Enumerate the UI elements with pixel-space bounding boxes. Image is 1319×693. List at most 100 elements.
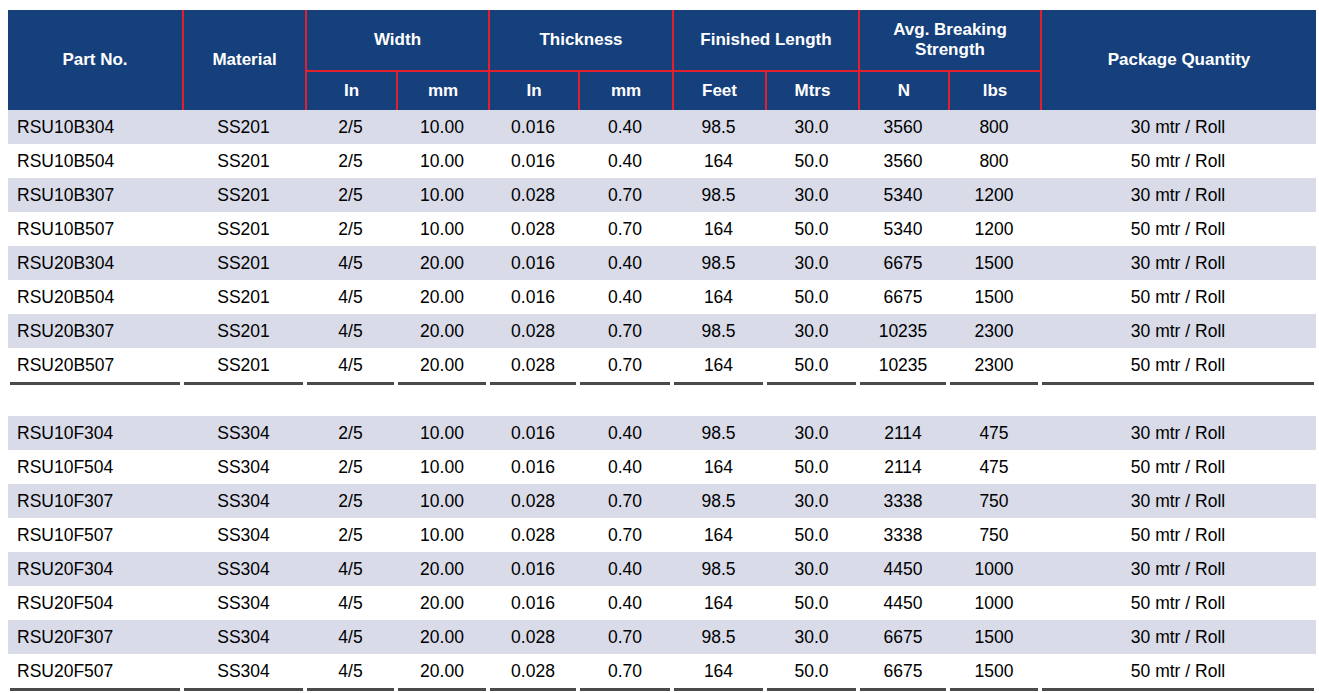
cell-part-no: RSU10B504 xyxy=(8,144,182,178)
cell-thickness-mm: 0.40 xyxy=(578,280,672,314)
column-group-avg-breaking-strength: Avg. Breaking Strength xyxy=(858,10,1040,72)
cell-width-in: 4/5 xyxy=(305,620,396,654)
cell-strength-lbs: 1200 xyxy=(948,178,1040,212)
cell-package-quantity: 30 mtr / Roll xyxy=(1040,110,1316,144)
cell-width-mm: 20.00 xyxy=(396,280,488,314)
cell-width-in: 4/5 xyxy=(305,348,396,382)
cell-width-mm: 10.00 xyxy=(396,212,488,246)
cell-width-mm: 20.00 xyxy=(396,348,488,382)
cell-length-feet: 98.5 xyxy=(672,246,765,280)
cell-strength-lbs: 1500 xyxy=(948,620,1040,654)
cell-part-no: RSU20F307 xyxy=(8,620,182,654)
cell-thickness-in: 0.028 xyxy=(488,620,578,654)
column-header-thickness-mm: mm xyxy=(578,72,672,110)
group-divider xyxy=(8,382,1316,416)
divider-segment xyxy=(767,382,856,416)
cell-strength-lbs: 475 xyxy=(948,450,1040,484)
cell-length-feet: 164 xyxy=(672,654,765,688)
cell-width-in: 2/5 xyxy=(305,178,396,212)
column-group-width: Width xyxy=(305,10,488,72)
cell-width-mm: 10.00 xyxy=(396,484,488,518)
cell-strength-n: 10235 xyxy=(858,314,948,348)
cell-width-in: 4/5 xyxy=(305,246,396,280)
cell-thickness-mm: 0.40 xyxy=(578,552,672,586)
divider-segment xyxy=(184,382,303,416)
cell-strength-n: 2114 xyxy=(858,450,948,484)
cell-thickness-mm: 0.40 xyxy=(578,450,672,484)
divider-segment xyxy=(674,688,763,691)
column-header-width-mm: mm xyxy=(396,72,488,110)
divider-segment xyxy=(950,688,1038,691)
cell-thickness-mm: 0.70 xyxy=(578,654,672,688)
cell-package-quantity: 30 mtr / Roll xyxy=(1040,620,1316,654)
cell-thickness-in: 0.016 xyxy=(488,450,578,484)
cell-strength-lbs: 1200 xyxy=(948,212,1040,246)
divider-segment xyxy=(398,688,486,691)
cell-material: SS304 xyxy=(182,416,305,450)
cell-length-feet: 98.5 xyxy=(672,620,765,654)
cell-thickness-in: 0.028 xyxy=(488,178,578,212)
cell-thickness-in: 0.016 xyxy=(488,280,578,314)
table-row: RSU20B307SS2014/520.000.0280.7098.530.01… xyxy=(8,314,1316,348)
column-header-package-quantity: Package Quantity xyxy=(1040,10,1316,110)
cell-strength-n: 5340 xyxy=(858,178,948,212)
cell-length-feet: 164 xyxy=(672,450,765,484)
cell-width-mm: 10.00 xyxy=(396,110,488,144)
cell-strength-n: 3560 xyxy=(858,144,948,178)
cell-width-in: 2/5 xyxy=(305,518,396,552)
divider-segment xyxy=(1042,688,1314,691)
cell-length-feet: 164 xyxy=(672,280,765,314)
cell-material: SS304 xyxy=(182,586,305,620)
column-header-material: Material xyxy=(182,10,305,110)
divider-segment xyxy=(860,688,946,691)
column-header-strength-lbs: lbs xyxy=(948,72,1040,110)
cell-length-mtrs: 50.0 xyxy=(765,518,858,552)
cell-thickness-mm: 0.70 xyxy=(578,620,672,654)
spec-sheet-page: Part No. Material Width Thickness Finish… xyxy=(0,0,1319,691)
divider-segment xyxy=(490,688,576,691)
cell-strength-lbs: 800 xyxy=(948,110,1040,144)
divider-segment xyxy=(307,688,394,691)
table-row: RSU20F504SS3044/520.000.0160.4016450.044… xyxy=(8,586,1316,620)
cell-length-feet: 98.5 xyxy=(672,416,765,450)
divider-segment xyxy=(10,382,180,416)
cell-part-no: RSU20B507 xyxy=(8,348,182,382)
cell-thickness-in: 0.028 xyxy=(488,212,578,246)
cell-strength-lbs: 750 xyxy=(948,484,1040,518)
cell-strength-n: 4450 xyxy=(858,586,948,620)
cell-package-quantity: 50 mtr / Roll xyxy=(1040,212,1316,246)
cell-part-no: RSU10B307 xyxy=(8,178,182,212)
table-body: RSU10B304SS2012/510.000.0160.4098.530.03… xyxy=(8,110,1316,691)
cell-length-mtrs: 30.0 xyxy=(765,416,858,450)
cell-thickness-in: 0.028 xyxy=(488,654,578,688)
cell-thickness-in: 0.028 xyxy=(488,348,578,382)
cell-material: SS201 xyxy=(182,280,305,314)
cell-material: SS201 xyxy=(182,110,305,144)
table-row: RSU10B307SS2012/510.000.0280.7098.530.05… xyxy=(8,178,1316,212)
cell-part-no: RSU10F504 xyxy=(8,450,182,484)
cell-width-mm: 10.00 xyxy=(396,450,488,484)
cell-part-no: RSU20B307 xyxy=(8,314,182,348)
cell-package-quantity: 30 mtr / Roll xyxy=(1040,552,1316,586)
cell-thickness-in: 0.028 xyxy=(488,518,578,552)
cell-package-quantity: 50 mtr / Roll xyxy=(1040,144,1316,178)
cell-strength-lbs: 475 xyxy=(948,416,1040,450)
cell-thickness-mm: 0.70 xyxy=(578,518,672,552)
table-row: RSU20B504SS2014/520.000.0160.4016450.066… xyxy=(8,280,1316,314)
cell-strength-lbs: 800 xyxy=(948,144,1040,178)
cell-width-mm: 20.00 xyxy=(396,586,488,620)
cell-length-feet: 164 xyxy=(672,212,765,246)
cell-package-quantity: 30 mtr / Roll xyxy=(1040,314,1316,348)
cell-thickness-in: 0.016 xyxy=(488,552,578,586)
cell-part-no: RSU20F507 xyxy=(8,654,182,688)
divider-segment xyxy=(398,382,486,416)
divider-segment xyxy=(580,688,670,691)
cell-thickness-in: 0.028 xyxy=(488,314,578,348)
cell-strength-n: 3338 xyxy=(858,518,948,552)
table-row: RSU20F304SS3044/520.000.0160.4098.530.04… xyxy=(8,552,1316,586)
cell-width-mm: 20.00 xyxy=(396,314,488,348)
cell-strength-lbs: 2300 xyxy=(948,314,1040,348)
cell-material: SS304 xyxy=(182,518,305,552)
column-header-length-feet: Feet xyxy=(672,72,765,110)
cell-material: SS304 xyxy=(182,450,305,484)
